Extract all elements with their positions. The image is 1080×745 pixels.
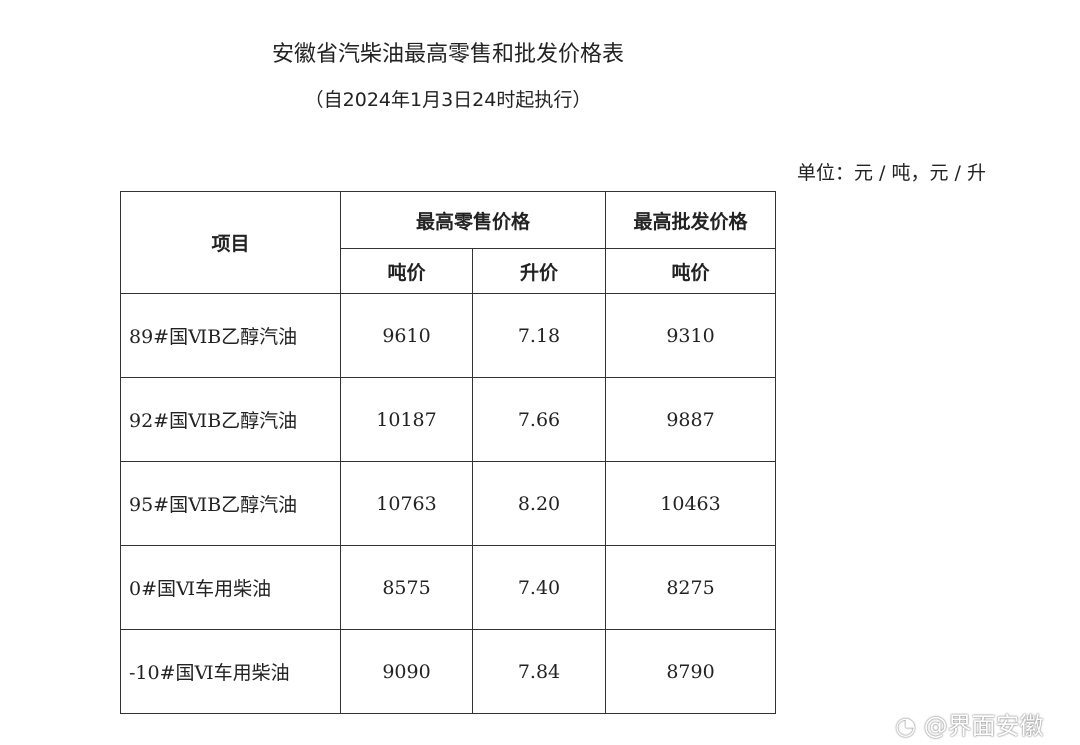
cell-wholesale-ton: 9887 [605,377,776,462]
cell-name: 95#国ⅥB乙醇汽油 [120,461,341,546]
cell-retail-ton: 9090 [340,629,473,714]
cell-retail-ton: 9610 [340,293,473,378]
page-title: 安徽省汽柴油最高零售和批发价格表 [271,42,624,67]
cell-retail-ton: 10763 [340,461,473,546]
cell-wholesale-ton: 10463 [605,461,776,546]
cell-retail-liter: 7.18 [472,293,606,378]
cell-wholesale-ton: 8790 [605,629,776,714]
cell-retail-liter: 7.66 [472,377,606,462]
cell-wholesale-ton: 8275 [605,545,776,630]
cell-retail-ton: 10187 [340,377,473,462]
watermark-text: @界面安徽 [923,712,1044,740]
header-wholesale-ton: 吨价 [605,248,776,294]
cell-name: 0#国Ⅵ车用柴油 [120,545,341,630]
cell-name: 89#国ⅥB乙醇汽油 [120,293,341,378]
cell-name: -10#国Ⅵ车用柴油 [120,629,341,714]
header-item: 项目 [120,191,341,294]
table-row: 92#国ⅥB乙醇汽油 10187 7.66 9887 [120,377,776,462]
watermark: ◔ @界面安徽 [895,706,1044,741]
weibo-icon: ◔ [895,712,924,740]
header-retail-liter: 升价 [472,248,606,294]
cell-retail-liter: 7.40 [472,545,606,630]
header-retail: 最高零售价格 [340,191,606,249]
table-row: -10#国Ⅵ车用柴油 9090 7.84 8790 [120,629,776,714]
page-subtitle: （自2024年1月3日24时起执行） [304,89,592,111]
unit-label: 单位：元 / 吨，元 / 升 [797,162,986,184]
cell-retail-ton: 8575 [340,545,473,630]
cell-name: 92#国ⅥB乙醇汽油 [120,377,341,462]
table-row: 0#国Ⅵ车用柴油 8575 7.40 8275 [120,545,776,630]
cell-retail-liter: 7.84 [472,629,606,714]
header-retail-ton: 吨价 [340,248,473,294]
table-row: 95#国ⅥB乙醇汽油 10763 8.20 10463 [120,461,776,546]
cell-wholesale-ton: 9310 [605,293,776,378]
price-table: 项目 最高零售价格 最高批发价格 吨价 升价 吨价 89#国ⅥB乙醇汽油 9610… [120,191,776,714]
table-row: 89#国ⅥB乙醇汽油 9610 7.18 9310 [120,293,776,378]
header-wholesale: 最高批发价格 [605,191,776,249]
cell-retail-liter: 8.20 [472,461,606,546]
